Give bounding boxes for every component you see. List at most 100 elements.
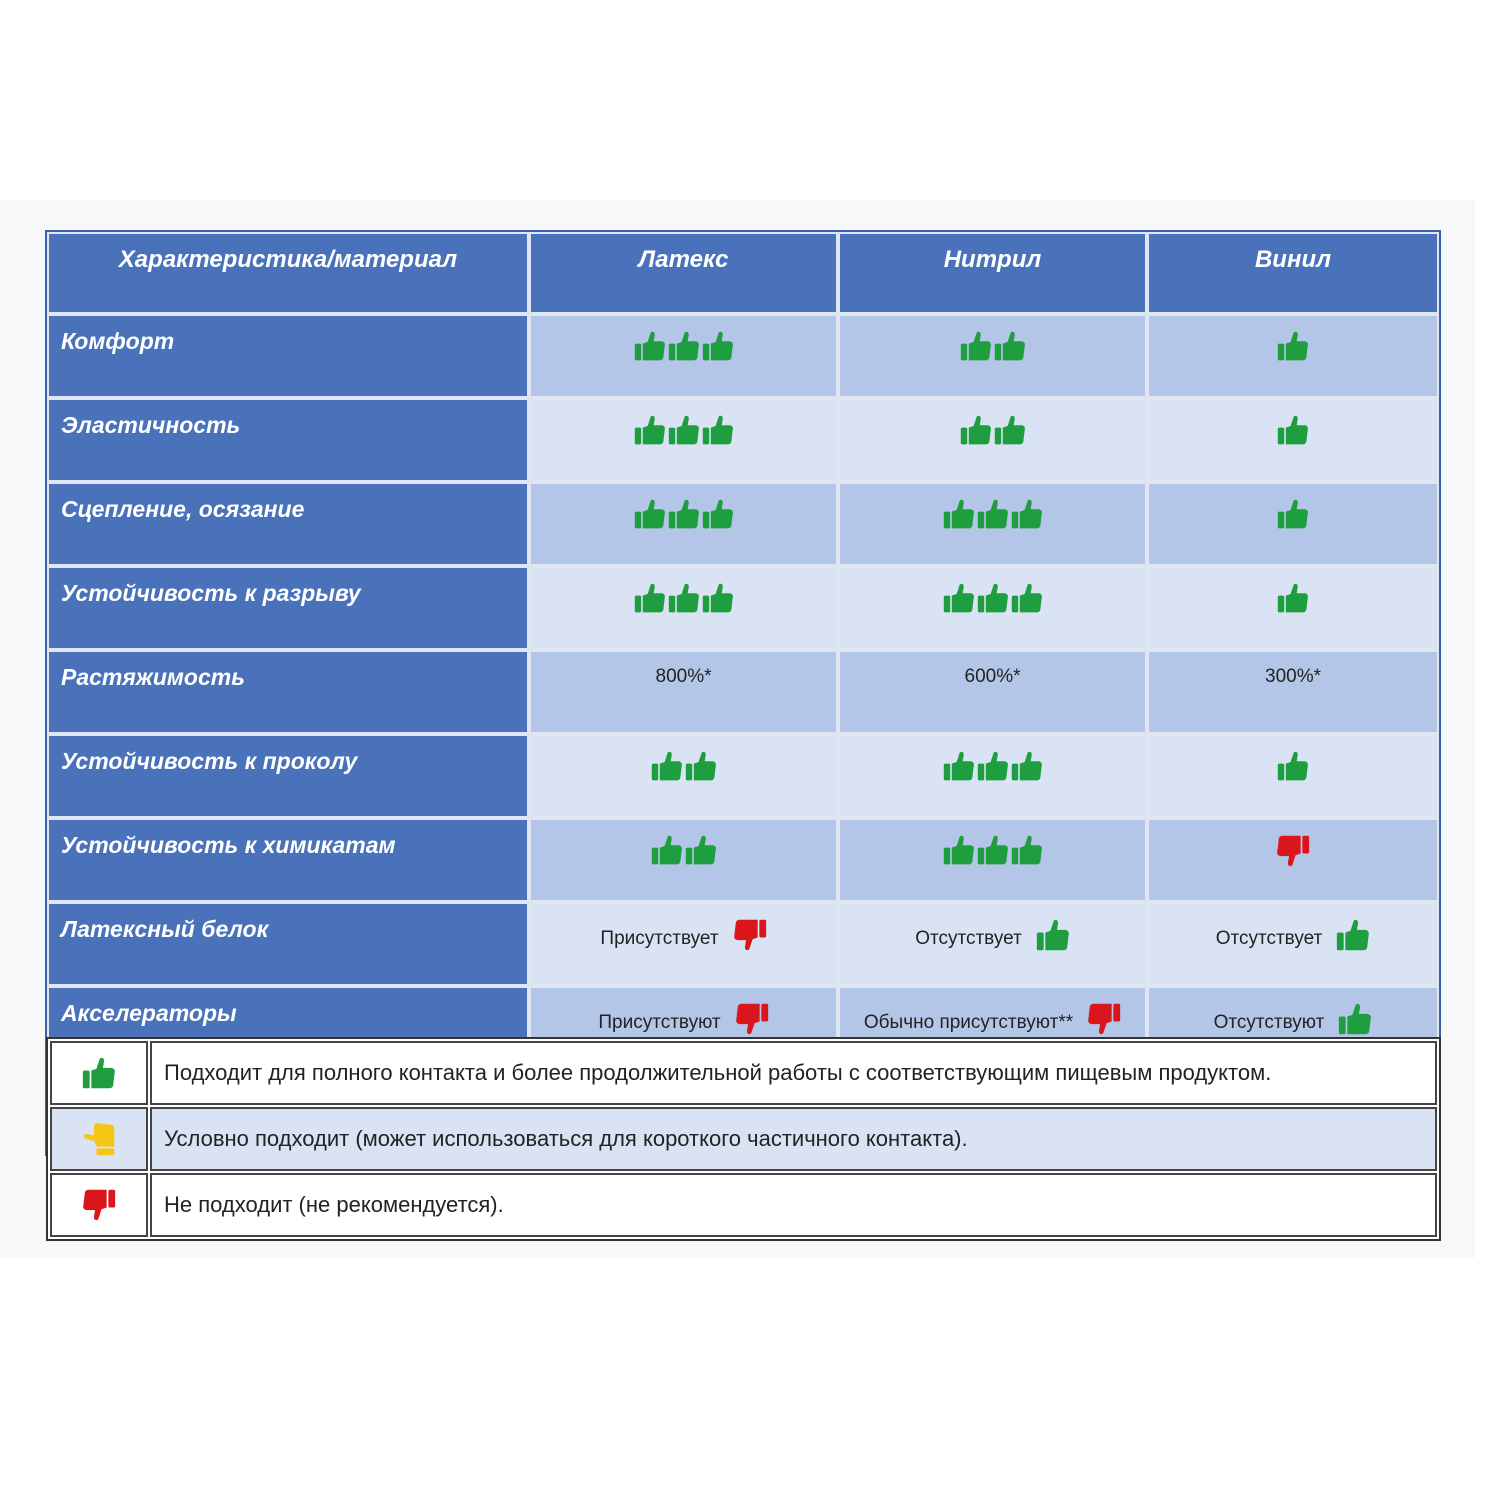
table-row: Комфорт xyxy=(47,314,1439,398)
header-vinyl: Винил xyxy=(1147,232,1439,314)
table-cell xyxy=(838,566,1147,650)
table-cell: 300%* xyxy=(1147,650,1439,734)
row-label: Устойчивость к проколу xyxy=(47,734,529,818)
header-nitrile: Нитрил xyxy=(838,232,1147,314)
cell-text: 800%* xyxy=(655,666,712,687)
header-characteristic: Характеристика/материал xyxy=(47,232,529,314)
table-cell xyxy=(1147,314,1439,398)
row-label: Сцепление, осязание xyxy=(47,482,529,566)
thumb-up-icon xyxy=(634,330,666,362)
thumb-up-icon xyxy=(685,834,717,866)
legend-text: Условно подходит (может использоваться д… xyxy=(150,1107,1437,1171)
thumb-up-icon xyxy=(1011,750,1043,782)
thumb-up-icon xyxy=(668,414,700,446)
table-cell: Отсутствует xyxy=(1147,902,1439,986)
legend-text: Подходит для полного контакта и более пр… xyxy=(150,1041,1437,1105)
table-cell: 800%* xyxy=(529,650,838,734)
thumb-down-icon xyxy=(1276,834,1310,868)
row-label: Устойчивость к химикатам xyxy=(47,818,529,902)
thumb-up-icon xyxy=(943,750,975,782)
row-label: Комфорт xyxy=(47,314,529,398)
table-cell xyxy=(838,734,1147,818)
cell-text: 300%* xyxy=(1265,666,1321,687)
thumb-up-icon xyxy=(943,582,975,614)
thumb-up-icon xyxy=(702,498,734,530)
cell-text: 600%* xyxy=(964,666,1021,687)
thumb-up-icon xyxy=(977,582,1009,614)
table-cell xyxy=(1147,818,1439,902)
thumb-up-icon xyxy=(977,498,1009,530)
thumb-up-icon xyxy=(702,414,734,446)
thumb-up-icon xyxy=(1336,918,1370,952)
thumb-up-icon xyxy=(651,834,683,866)
row-label: Устойчивость к разрыву xyxy=(47,566,529,650)
thumb-down-icon xyxy=(735,1002,769,1036)
thumb-up-icon xyxy=(943,834,975,866)
cell-text: Отсутствует xyxy=(1215,928,1323,949)
cell-text: Отсутствуют xyxy=(1213,1012,1325,1033)
thumb-up-icon xyxy=(82,1056,116,1090)
cell-text: Присутствуют xyxy=(598,1012,721,1033)
table-row: Устойчивость к химикатам xyxy=(47,818,1439,902)
thumb-up-icon xyxy=(1277,750,1309,782)
thumb-up-icon xyxy=(1338,1002,1372,1036)
table-row: Растяжимость 800%* 600%* 300%* xyxy=(47,650,1439,734)
thumb-up-icon xyxy=(668,582,700,614)
table-cell xyxy=(529,818,838,902)
table-cell: Отсутствует xyxy=(838,902,1147,986)
thumb-up-icon xyxy=(994,330,1026,362)
thumb-up-icon xyxy=(668,498,700,530)
legend-text: Не подходит (не рекомендуется). xyxy=(150,1173,1437,1237)
row-label: Эластичность xyxy=(47,398,529,482)
thumb-up-icon xyxy=(634,498,666,530)
table-cell xyxy=(529,314,838,398)
materials-comparison-table: Характеристика/материал Латекс Нитрил Ви… xyxy=(45,230,1441,1156)
thumb-up-icon xyxy=(1277,414,1309,446)
thumb-up-icon xyxy=(1011,582,1043,614)
table-cell xyxy=(838,398,1147,482)
thumb-up-icon xyxy=(960,414,992,446)
thumb-up-icon xyxy=(702,582,734,614)
thumb-up-icon xyxy=(685,750,717,782)
table-row: Сцепление, осязание xyxy=(47,482,1439,566)
table-cell xyxy=(529,398,838,482)
table-cell xyxy=(838,314,1147,398)
thumb-up-icon xyxy=(1036,918,1070,952)
thumb-up-icon xyxy=(634,414,666,446)
thumb-up-icon xyxy=(1277,330,1309,362)
legend-row: Условно подходит (может использоваться д… xyxy=(50,1107,1437,1171)
thumb-up-icon xyxy=(702,330,734,362)
table-cell xyxy=(529,482,838,566)
table-row: Устойчивость к проколу xyxy=(47,734,1439,818)
header-latex: Латекс xyxy=(529,232,838,314)
legend-table: Подходит для полного контакта и более пр… xyxy=(46,1037,1441,1241)
table-cell xyxy=(529,566,838,650)
legend-icon-cell xyxy=(50,1041,148,1105)
row-label: Растяжимость xyxy=(47,650,529,734)
table-row: Устойчивость к разрыву xyxy=(47,566,1439,650)
cell-text: Обычно присутствуют** xyxy=(863,1012,1074,1033)
table-cell: 600%* xyxy=(838,650,1147,734)
table-cell xyxy=(838,818,1147,902)
thumb-up-icon xyxy=(668,330,700,362)
legend-row: Не подходит (не рекомендуется). xyxy=(50,1173,1437,1237)
table-row: Латексный белок Присутствует Отсутствует От… xyxy=(47,902,1439,986)
thumb-up-icon xyxy=(1011,834,1043,866)
table-cell xyxy=(1147,734,1439,818)
table-cell xyxy=(529,734,838,818)
thumb-up-icon xyxy=(960,330,992,362)
thumb-down-icon xyxy=(1087,1002,1121,1036)
cell-text: Присутствует xyxy=(600,928,719,949)
table-cell xyxy=(838,482,1147,566)
thumb-up-icon xyxy=(634,582,666,614)
legend-row: Подходит для полного контакта и более пр… xyxy=(50,1041,1437,1105)
thumb-up-icon xyxy=(977,750,1009,782)
thumb-down-icon xyxy=(733,918,767,952)
header-row: Характеристика/материал Латекс Нитрил Ви… xyxy=(47,232,1439,314)
thumb-up-icon xyxy=(994,414,1026,446)
legend-icon-cell xyxy=(50,1107,148,1171)
thumb-up-icon xyxy=(977,834,1009,866)
thumb-down-icon xyxy=(82,1188,116,1222)
legend-icon-cell xyxy=(50,1173,148,1237)
table-cell xyxy=(1147,398,1439,482)
